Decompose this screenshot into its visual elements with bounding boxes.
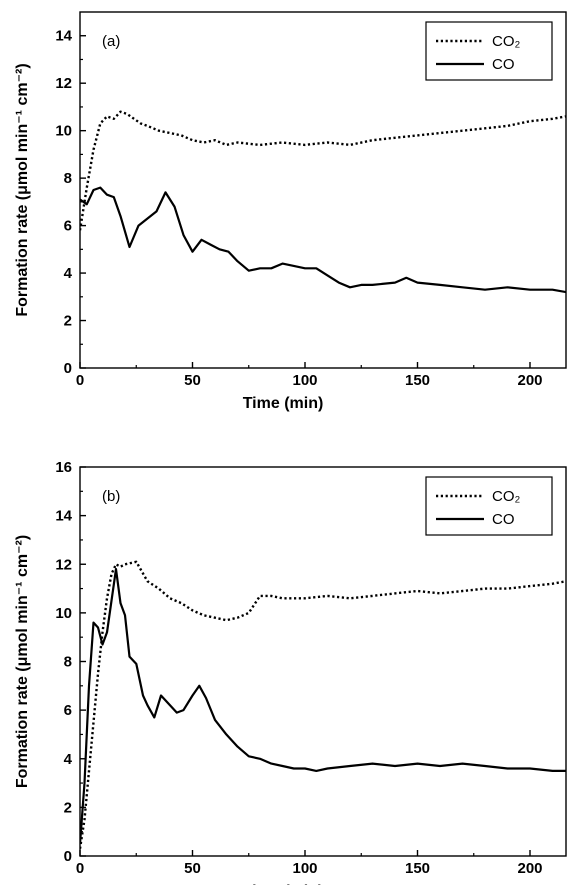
y-tick-label: 2	[64, 313, 72, 330]
y-tick-label: 14	[55, 508, 72, 525]
chart-panel-b: 0 50 100 150 200 0 2 4 6 8 10 12 14 16 Time (min) Forma…	[14, 459, 567, 885]
series-line-co	[80, 186, 566, 294]
y-tick-label: 8	[64, 170, 72, 187]
legend-box	[425, 476, 553, 536]
chart-panel-a: 0 50 100 150 200 0 2 4 6 8 10 12 14 Time (min) Formati…	[14, 11, 567, 412]
x-tick-label: 50	[184, 860, 201, 877]
y-tick-label: 16	[55, 459, 72, 476]
legend-label: CO₂	[492, 33, 521, 50]
y-axis-label: Formation rate (μmol min⁻¹ cm⁻²)	[14, 63, 31, 316]
legend: CO₂ CO	[425, 476, 553, 536]
x-axis-label: Time (min)	[243, 395, 324, 412]
legend-label: CO	[492, 511, 515, 528]
x-tick-label: 200	[517, 372, 542, 389]
y-tick-label: 6	[64, 218, 72, 235]
y-tick-label: 12	[55, 556, 72, 573]
y-tick-label: 0	[64, 848, 72, 865]
series-line-co2	[80, 110, 566, 231]
panel-label: (a)	[102, 33, 120, 50]
x-tick-label: 50	[184, 372, 201, 389]
x-tick-label: 100	[292, 372, 317, 389]
y-tick-label: 6	[64, 702, 72, 719]
y-tick-label: 8	[64, 654, 72, 671]
legend-label: CO₂	[492, 488, 521, 505]
series-line-co	[80, 568, 566, 844]
legend-box	[425, 21, 553, 81]
y-tick-label: 10	[55, 123, 72, 140]
x-tick-label: 0	[76, 372, 84, 389]
x-tick-label: 150	[405, 372, 430, 389]
x-axis-label: Time (min)	[243, 883, 324, 885]
panel-label: (b)	[102, 488, 120, 505]
plot-frame	[79, 11, 567, 369]
y-tick-label: 2	[64, 799, 72, 816]
y-axis-label: Formation rate (μmol min⁻¹ cm⁻²)	[14, 535, 31, 788]
x-tick-label: 0	[76, 860, 84, 877]
legend-label: CO	[492, 56, 515, 73]
y-tick-label: 4	[64, 751, 73, 768]
x-tick-label: 150	[405, 860, 430, 877]
series-line-co2	[80, 560, 566, 849]
y-tick-label: 12	[55, 75, 72, 92]
y-tick-label: 14	[55, 28, 72, 45]
x-tick-label: 200	[517, 860, 542, 877]
y-tick-label: 4	[64, 265, 73, 282]
x-tick-label: 100	[292, 860, 317, 877]
legend: CO₂ CO	[425, 21, 553, 81]
y-tick-label: 0	[64, 360, 72, 377]
y-tick-label: 10	[55, 605, 72, 622]
